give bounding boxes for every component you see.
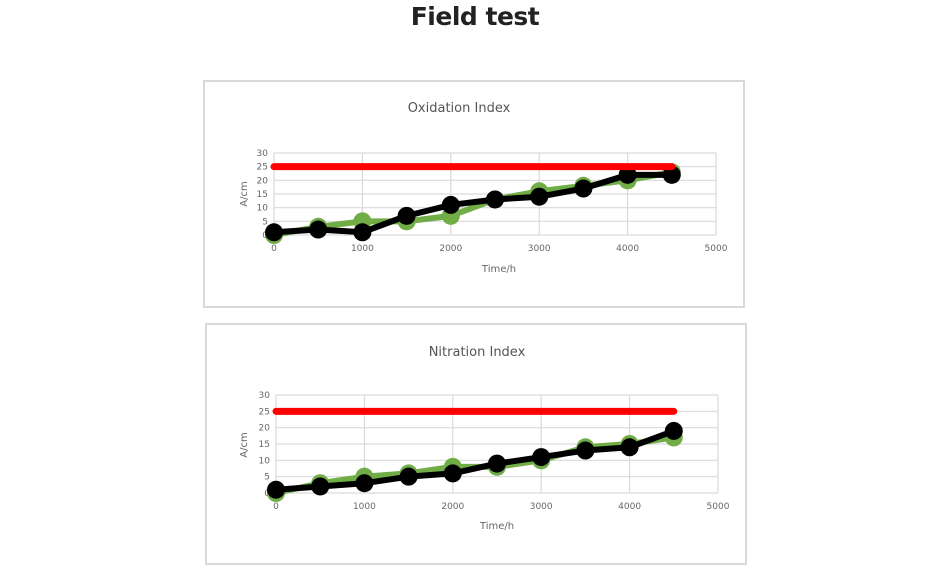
data-point-1 — [311, 477, 330, 496]
x-axis-label: Time/h — [479, 521, 514, 532]
y-axis-label: A/cm — [239, 181, 250, 206]
oxidation-chart: Oxidation Index Time/h A/cm 0 5 10 15 20 25 30… — [203, 80, 745, 308]
y-tick-label: 10 — [259, 456, 271, 466]
series-line-1 — [271, 171, 675, 236]
data-point-1 — [397, 206, 416, 225]
y-axis-label: A/cm — [239, 432, 250, 457]
y-tick-label: 30 — [257, 149, 269, 159]
data-point-1 — [309, 220, 328, 239]
y-tick-label: 10 — [257, 204, 269, 214]
data-point-1 — [618, 165, 637, 184]
data-point-1 — [267, 480, 285, 499]
data-point-1 — [532, 448, 551, 467]
x-tick-label: 3000 — [530, 502, 553, 512]
y-tick-label: 30 — [259, 391, 271, 401]
series-line-1 — [273, 427, 677, 493]
oxidation-chart-svg: Oxidation Index Time/h A/cm 0 5 10 15 20 25 30… — [239, 101, 728, 275]
y-tick-label: 15 — [257, 190, 268, 200]
data-point-1 — [574, 179, 593, 198]
data-point-1 — [355, 474, 374, 493]
x-tick-label: 4000 — [616, 244, 639, 254]
chart-title: Oxidation Index — [408, 101, 511, 116]
nitration-chart: Nitration Index Time/h A/cm 0 5 10 15 20 25 30… — [205, 323, 747, 565]
data-point-1 — [441, 195, 460, 214]
y-tick-label: 5 — [264, 473, 270, 483]
y-tick-label: 5 — [262, 217, 268, 227]
data-point-1 — [443, 464, 462, 483]
data-point-1 — [620, 438, 639, 457]
x-tick-label: 5000 — [705, 244, 728, 254]
y-tick-label: 15 — [259, 440, 270, 450]
data-point-1 — [399, 467, 418, 486]
data-point-1 — [664, 421, 683, 440]
x-tick-label: 1000 — [351, 244, 374, 254]
data-point-1 — [486, 190, 504, 209]
data-point-1 — [530, 187, 549, 206]
y-tick-label: 20 — [259, 424, 271, 434]
x-tick-label: 3000 — [528, 244, 551, 254]
data-point-1 — [662, 165, 681, 184]
data-point-1 — [265, 223, 283, 242]
x-axis-label: Time/h — [481, 264, 516, 275]
data-point-1 — [488, 454, 506, 473]
x-tick-label: 5000 — [707, 502, 730, 512]
y-tick-label: 25 — [259, 407, 270, 417]
data-point-1 — [353, 223, 372, 242]
page-title: Field test — [410, 2, 540, 31]
data-point-1 — [576, 441, 595, 460]
x-tick-label: 2000 — [439, 244, 462, 254]
x-tick-label: 1000 — [353, 502, 376, 512]
x-tick-label: 4000 — [618, 502, 641, 512]
x-tick-label: 2000 — [441, 502, 464, 512]
x-tick-label: 0 — [273, 502, 279, 512]
y-tick-label: 25 — [257, 163, 268, 173]
nitration-chart-svg: Nitration Index Time/h A/cm 0 5 10 15 20 25 30… — [239, 345, 730, 532]
x-tick-label: 0 — [271, 244, 277, 254]
chart-title: Nitration Index — [429, 345, 526, 360]
y-tick-label: 20 — [257, 176, 269, 186]
